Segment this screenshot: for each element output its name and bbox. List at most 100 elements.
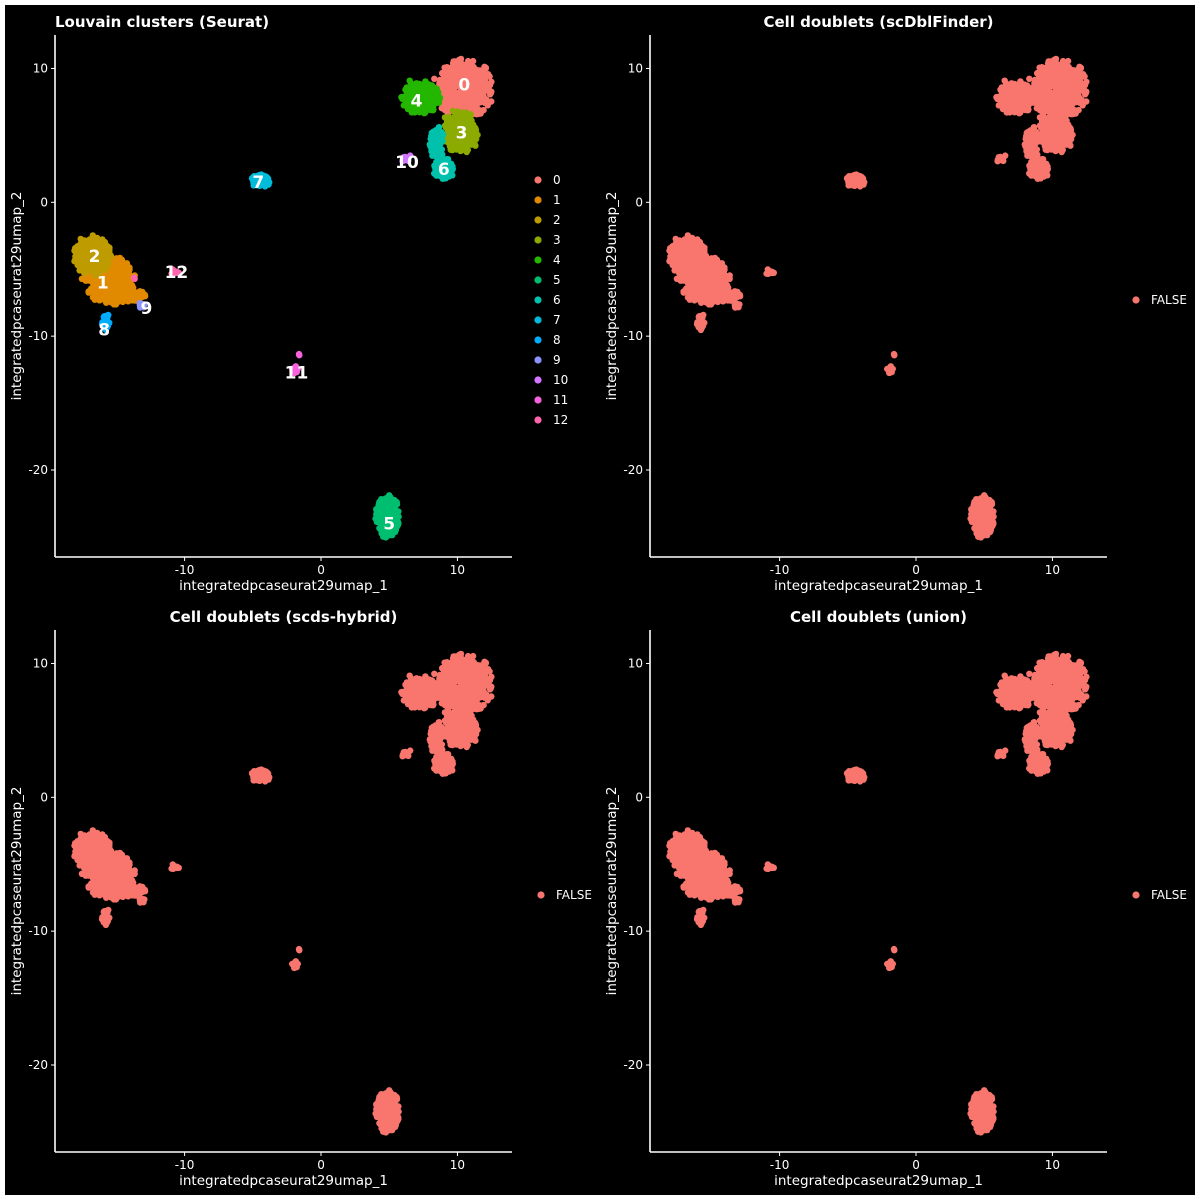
umap-panels: Louvain clusters (Seurat)012345678910111… [9,13,1187,1189]
point [1082,90,1089,97]
cluster-label: 6 [438,160,450,180]
point [107,253,115,260]
legend-label: 8 [553,333,561,347]
legend-key [534,336,542,344]
point [1068,111,1075,118]
point [673,275,681,282]
point [422,103,429,110]
point [456,113,464,120]
point [429,143,436,150]
point [468,95,475,103]
legend-label: 10 [553,373,568,387]
legend-key [534,316,542,324]
point [437,150,445,157]
x-tick-label: -10 [175,563,195,577]
point [460,145,468,153]
point [1077,81,1084,89]
y-axis-label: integratedpcaseurat29umap_2 [9,192,25,401]
legend-key [534,376,542,384]
x-axis-label: integratedpcaseurat29umap_1 [179,578,388,594]
point [422,96,429,103]
point [429,104,436,112]
point [1062,77,1069,85]
point [1071,90,1079,97]
point [448,165,456,173]
legend-label: 3 [553,233,561,247]
point [1063,101,1071,108]
point [676,269,683,277]
point [702,274,710,281]
panel-title: Louvain clusters (Seurat) [55,13,269,31]
y-tick-label: -10 [28,329,48,343]
point [673,253,681,260]
point [78,275,86,282]
point [1036,114,1044,121]
point [78,261,85,268]
point [1060,72,1067,79]
legend-label: 12 [553,413,568,427]
point [685,289,692,296]
point [469,134,476,142]
point [1045,84,1053,91]
point [1063,62,1070,69]
point [1077,96,1084,103]
point [468,101,476,108]
legend-label: 9 [553,353,561,367]
y-tick-label: 10 [33,61,48,75]
legend-key [534,396,542,404]
point [707,301,715,308]
point [1047,73,1055,81]
point [141,291,149,299]
point [685,238,692,246]
point [96,297,103,304]
point [1073,68,1080,75]
point [447,72,454,79]
point [78,253,86,260]
point [703,282,710,289]
y-tick-label: 0 [40,195,48,209]
x-tick-label: 10 [450,563,465,577]
point [296,352,303,359]
point [1063,95,1070,103]
cluster-label: 1 [97,274,109,294]
point [115,266,123,273]
cluster-label: 3 [456,124,468,144]
points [71,55,495,541]
point [699,292,706,299]
point [701,246,708,254]
legend-label: 2 [553,213,561,227]
legend-key [534,416,542,424]
point [74,243,81,250]
point [463,111,470,118]
point [1031,76,1038,84]
point [1036,69,1043,76]
point [1083,98,1090,105]
legend-label: 6 [553,293,561,307]
legend-label: 11 [553,393,568,407]
point [488,98,495,105]
point [710,266,718,273]
point [476,90,484,97]
point [449,107,457,115]
point [375,509,383,516]
point [696,238,704,246]
point [679,263,686,270]
point [1048,66,1055,73]
point [1051,89,1058,96]
point [473,111,480,118]
legend-key [534,196,542,204]
point [81,269,88,277]
point [736,291,744,299]
point [722,294,729,302]
point [702,253,710,260]
point [121,261,129,269]
point [447,102,454,109]
legend-label: 1 [553,193,561,207]
point [482,81,489,89]
point [433,97,440,104]
point [1057,82,1064,89]
legend-key [534,176,542,184]
legend-key [534,256,542,264]
point [127,294,134,302]
